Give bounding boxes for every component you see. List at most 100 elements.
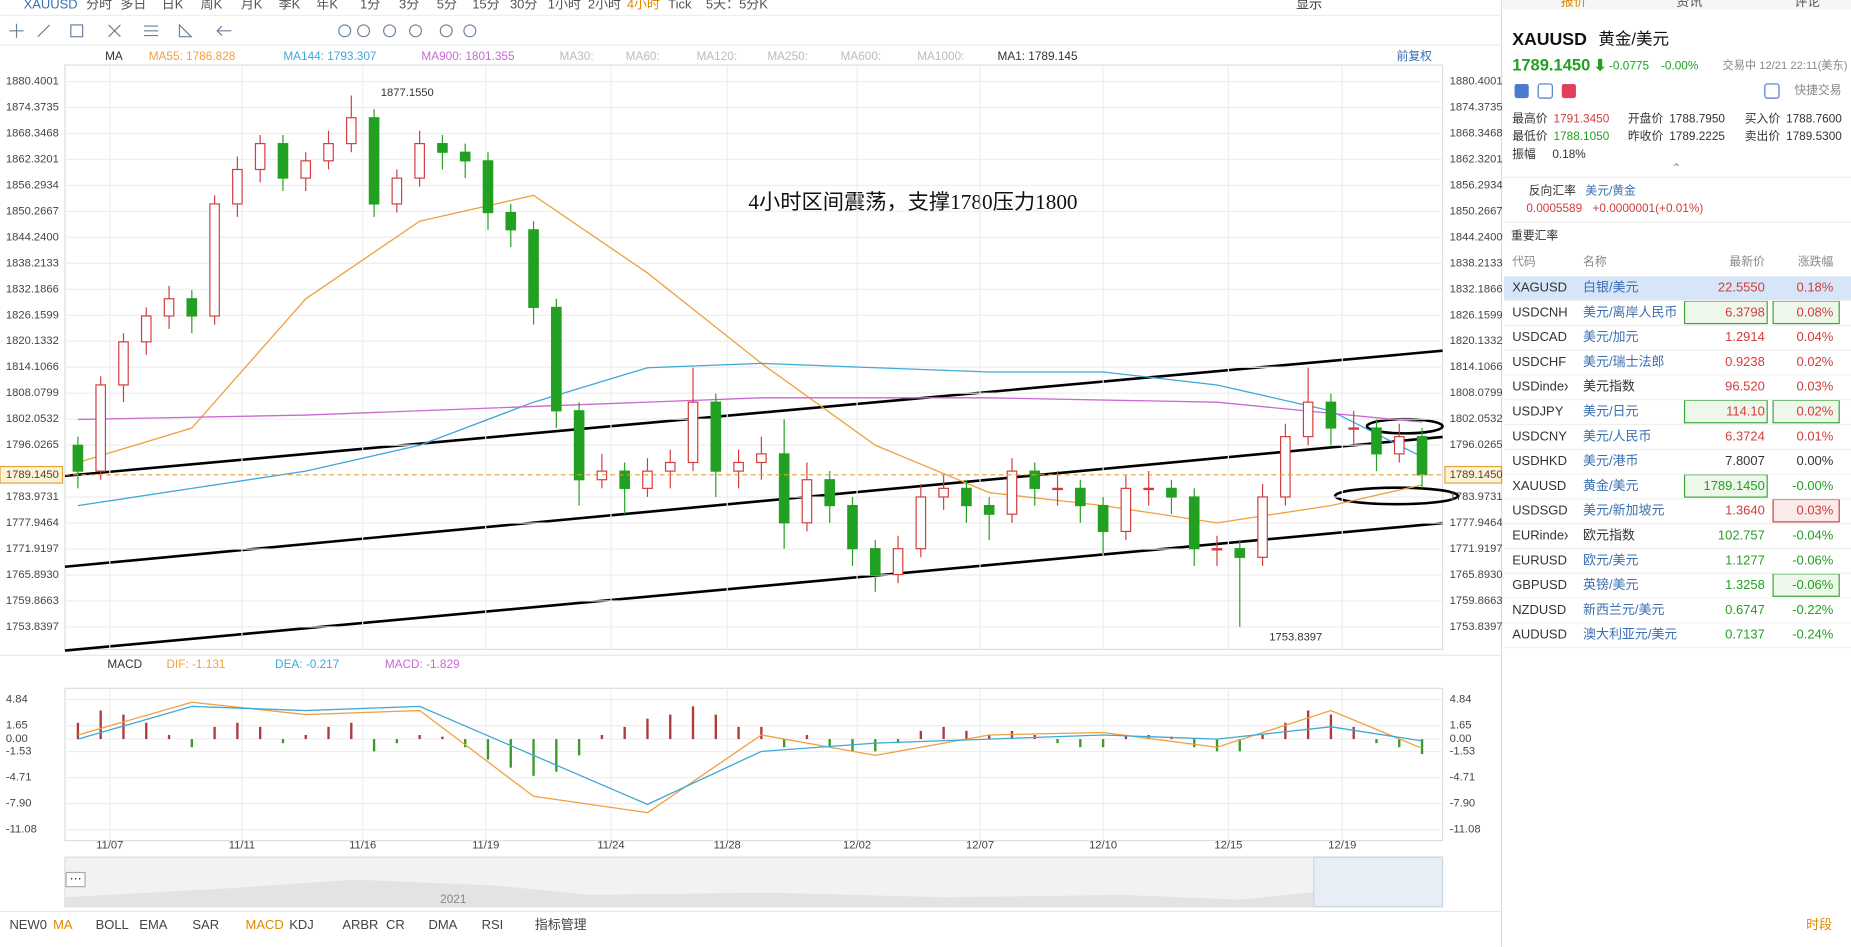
indicator-tab[interactable]: MA [53,917,73,932]
period-tab[interactable]: 3分 [399,0,419,11]
candle-body [95,384,107,472]
row-code[interactable]: GBPUSD [1512,577,1567,592]
y-tick-label: 1808.0799 [1450,387,1503,399]
period-tab[interactable]: 2小时 [588,0,621,11]
x-tick-label: 11/07 [96,839,123,851]
period-tab[interactable]: 分时 [86,0,112,11]
column-header[interactable]: 最新价 [1729,254,1765,268]
macd-bar [988,734,991,740]
period-tab[interactable]: 5分 [437,0,457,11]
row-code[interactable]: AUDUSD [1512,627,1567,642]
column-header[interactable]: 名称 [1583,254,1607,268]
macd-bar [1420,739,1424,755]
period-tab[interactable]: 30分 [510,0,537,11]
row-name[interactable]: 美元/瑞士法郎 [1583,354,1664,369]
indicator-tab[interactable]: NEW0 [9,917,46,932]
row-name[interactable]: 美元指数 [1583,379,1635,394]
drawing-tools[interactable] [9,23,477,38]
row-code[interactable]: USDHKD [1512,453,1567,468]
column-header[interactable]: 涨跌幅 [1798,254,1834,268]
icon[interactable] [1561,83,1576,99]
row-code[interactable]: USDCAD [1512,329,1567,344]
macd-bar [714,714,717,740]
icon[interactable] [1514,83,1529,99]
indicator-tab[interactable]: MACD [246,917,284,932]
collapse[interactable]: ⌃ [1671,161,1681,175]
period-tab[interactable]: 15分 [472,0,499,11]
adjust-mode[interactable]: 前复权 [1397,49,1433,63]
macd-bar [395,739,399,744]
candle-body [938,487,949,498]
period-tab[interactable]: 多日 [120,0,146,11]
row-code[interactable]: USDCNH [1512,304,1567,319]
row-code[interactable]: USDCNY [1512,428,1567,443]
row-code[interactable]: EURUSD [1512,552,1567,567]
column-header[interactable]: 代码 [1512,254,1536,268]
candle-body [756,453,767,464]
row-code[interactable]: USDSGD [1512,503,1567,518]
row-name[interactable]: 美元/日元 [1583,404,1639,419]
row-name[interactable]: 美元/人民币 [1583,428,1651,443]
indicator-tab[interactable]: RSI [482,917,504,932]
navigator-window[interactable] [1313,856,1444,908]
row-name[interactable]: 美元/新加坡元 [1583,503,1664,518]
macd-bar [327,726,330,740]
period-tab[interactable]: 4小时 [627,0,660,11]
indicator-tab[interactable]: EMA [139,917,167,932]
row-code[interactable]: XAUUSD [1512,478,1566,493]
row-name[interactable]: 美元/港币 [1583,453,1638,468]
row-name[interactable]: 英镑/美元 [1583,577,1639,592]
navigator-button[interactable] [65,871,86,888]
row-code[interactable]: NZDUSD [1512,602,1566,617]
period-tab[interactable]: 月K [241,0,263,11]
reverse-price: 0.0005589 [1526,201,1582,215]
row-name[interactable]: 欧元/美元 [1583,552,1639,567]
row-name[interactable]: 白银/美元 [1583,280,1639,295]
bell-icon[interactable] [1764,83,1780,99]
row-name[interactable]: 新西兰元/美元 [1583,602,1664,617]
macd-bar [623,726,626,740]
indicator-tab[interactable]: ARBR [342,917,378,932]
row-code[interactable]: USDJPY [1512,404,1564,419]
stat-value: 0.18% [1552,147,1586,161]
period-tab[interactable]: 日K [162,0,184,11]
period-tab[interactable]: 季K [279,0,301,11]
quick-trade[interactable]: 快捷交易 [1794,83,1841,97]
indicator-tab[interactable]: KDJ [289,917,314,932]
macd-bar [1375,739,1378,744]
row-name[interactable]: 美元/加元 [1583,329,1639,344]
period-tab[interactable]: 1小时 [548,0,581,11]
y-tick-label: 1832.1866 [1450,283,1503,295]
period-tab[interactable]: 周K [201,0,223,11]
side-tab[interactable]: 报价 [1561,0,1587,9]
row-code[interactable]: USDindex [1512,379,1571,394]
indicator-tab[interactable]: 指标管理 [535,917,587,932]
row-change: 0.08% [1797,304,1834,319]
indicator-tab[interactable]: CR [386,917,405,932]
row-name[interactable]: 澳大利亚元/美元 [1583,627,1677,642]
icon[interactable] [1537,83,1553,99]
side-tab[interactable]: 评论 [1794,0,1820,9]
row-name[interactable]: 美元/离岸人民币 [1583,304,1677,319]
row-name[interactable]: 欧元指数 [1583,527,1635,542]
symbol-tab[interactable]: XAUUSD [24,0,78,11]
side-tab[interactable]: 资讯 [1676,0,1702,9]
row-code[interactable]: XAGUSD [1512,280,1567,295]
row-code[interactable]: USDCHF [1512,354,1566,369]
row-name[interactable]: 黄金/美元 [1583,478,1639,493]
period-tab[interactable]: 5天：5分K [706,0,768,11]
period-tab[interactable]: Tick [668,0,692,11]
display-menu[interactable]: 显示 [1296,0,1322,11]
indicator-tab[interactable]: BOLL [96,917,129,932]
row-code[interactable]: EURindex [1512,527,1571,542]
period-tab[interactable]: 年K [316,0,338,11]
moving-average-line [77,362,1423,507]
y-tick-label: 1783.9731 [6,491,59,503]
indicator-tab[interactable]: SAR [192,917,219,932]
period-tab[interactable]: 1分 [360,0,380,11]
macd-indicator[interactable]: MACD [107,657,142,671]
main-indicator[interactable]: MA [105,49,123,63]
indicator-tab[interactable]: DMA [429,917,458,932]
session-button[interactable]: 时段 [1806,917,1832,932]
